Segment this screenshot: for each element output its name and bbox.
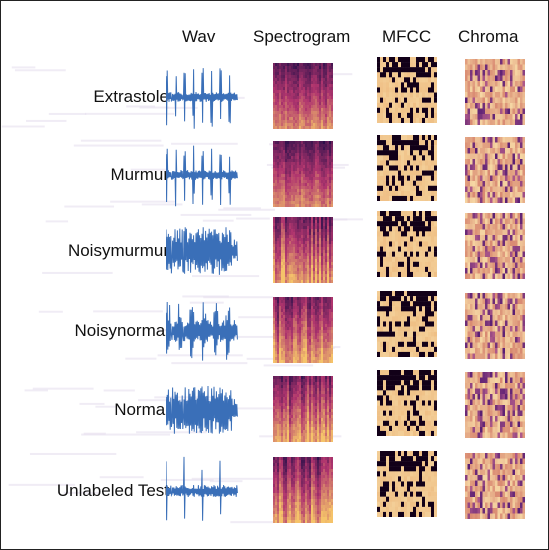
wav-cell xyxy=(166,291,238,371)
chroma-image xyxy=(465,372,525,438)
spectrogram-image xyxy=(273,217,333,283)
mfcc-cell xyxy=(377,291,437,357)
spectrogram-image xyxy=(273,297,333,363)
chroma-cell xyxy=(465,137,525,203)
mfcc-image xyxy=(377,211,437,277)
column-header-chroma: Chroma xyxy=(458,27,519,46)
spectrogram-image xyxy=(273,376,333,442)
chroma-image xyxy=(465,213,525,279)
spectrogram-cell xyxy=(273,63,333,129)
chroma-cell xyxy=(465,453,525,519)
spectrogram-cell xyxy=(273,297,333,363)
wav-cell xyxy=(166,451,238,531)
column-header-mfcc: MFCC xyxy=(382,27,432,46)
mfcc-cell xyxy=(377,135,437,201)
wav-cell xyxy=(166,370,238,450)
mfcc-image xyxy=(377,57,437,123)
row-label-unlabeled-test: Unlabeled Test xyxy=(56,481,169,500)
mfcc-cell xyxy=(377,211,437,277)
wav-cell xyxy=(166,57,238,137)
wav-waveform xyxy=(166,456,238,521)
spectrogram-image xyxy=(273,141,333,207)
wav-waveform xyxy=(166,301,238,361)
chroma-image xyxy=(465,59,525,125)
mfcc-image xyxy=(377,291,437,357)
chroma-cell xyxy=(465,59,525,125)
column-header-spectrogram: Spectrogram xyxy=(253,27,351,46)
wav-waveform xyxy=(166,227,238,275)
row-label-noisynormal: Noisynormal xyxy=(74,321,169,340)
column-header-wav: Wav xyxy=(182,27,216,46)
chroma-image xyxy=(465,453,525,519)
spectrogram-image xyxy=(273,63,333,129)
chroma-image xyxy=(465,137,525,203)
mfcc-image xyxy=(377,451,437,517)
mfcc-image xyxy=(377,135,437,201)
wav-waveform xyxy=(166,145,238,207)
mfcc-cell xyxy=(377,451,437,517)
mfcc-image xyxy=(377,370,437,436)
mfcc-cell xyxy=(377,57,437,123)
chroma-image xyxy=(465,293,525,359)
wav-cell xyxy=(166,211,238,291)
spectrogram-cell xyxy=(273,217,333,283)
chroma-cell xyxy=(465,293,525,359)
wav-cell xyxy=(166,135,238,215)
row-label-murmur: Murmur xyxy=(110,165,169,184)
spectrogram-image xyxy=(273,457,333,523)
chroma-cell xyxy=(465,372,525,438)
row-label-normal: Normal xyxy=(114,400,169,419)
wav-waveform xyxy=(166,68,238,129)
row-label-noisymurmur: Noisymurmur xyxy=(67,241,169,260)
spectrogram-cell xyxy=(273,457,333,523)
spectrogram-cell xyxy=(273,141,333,207)
chroma-cell xyxy=(465,213,525,279)
row-label-extrastole: Extrastole xyxy=(93,87,169,106)
wav-waveform xyxy=(166,385,238,434)
spectrogram-cell xyxy=(273,376,333,442)
mfcc-cell xyxy=(377,370,437,436)
